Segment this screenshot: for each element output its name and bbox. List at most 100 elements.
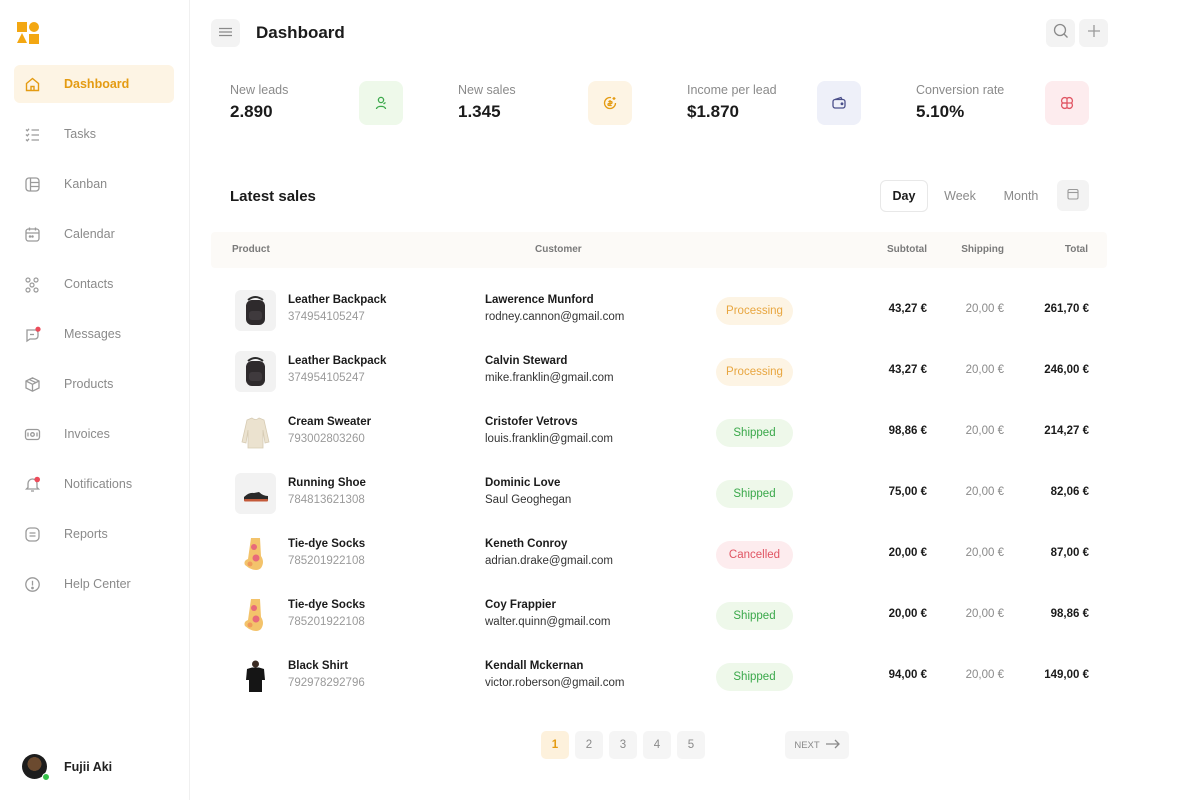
sidebar-item-help-center[interactable]: Help Center (14, 565, 174, 603)
period-tab-month[interactable]: Month (1003, 189, 1039, 203)
sidebar-item-label: Products (64, 377, 114, 391)
status-badge: Processing (716, 358, 793, 386)
search-button[interactable] (1046, 19, 1075, 47)
sidebar-item-reports[interactable]: Reports (14, 515, 174, 553)
user-profile[interactable]: Fujii Aki (22, 754, 113, 781)
total-value: 82,06 € (1050, 486, 1089, 498)
stat-card-conversion-rate: Conversion rate 5.10% (916, 81, 1116, 127)
tasks-icon (24, 126, 41, 143)
subtotal-value: 98,86 € (888, 425, 927, 437)
subtotal-value: 94,00 € (888, 669, 927, 681)
product-name: Tie-dye Socks (288, 538, 366, 550)
total-value: 98,86 € (1050, 608, 1089, 620)
sidebar-item-kanban[interactable]: Kanban (14, 165, 174, 203)
table-header: Product Customer Subtotal Shipping Total (211, 232, 1107, 268)
product-name: Running Shoe (288, 477, 366, 489)
stat-value: 2.890 (230, 102, 273, 121)
report-icon (24, 526, 41, 543)
customer-name: Calvin Steward (485, 355, 568, 367)
wallet-icon (817, 81, 861, 125)
sidebar-item-products[interactable]: Products (14, 365, 174, 403)
subtotal-value: 75,00 € (888, 486, 927, 498)
status-badge: Shipped (716, 602, 793, 630)
product-image (235, 290, 276, 331)
user-name: Fujii Aki (64, 759, 113, 774)
sidebar-item-label: Kanban (64, 177, 108, 191)
kanban-icon (24, 176, 41, 193)
product-image (235, 534, 276, 575)
pagination-page-3[interactable]: 3 (609, 731, 637, 759)
sidebar-item-label: Help Center (64, 577, 131, 591)
shipping-value: 20,00 € (965, 547, 1004, 559)
sidebar-item-calendar[interactable]: Calendar (14, 215, 174, 253)
pagination-page-4[interactable]: 4 (643, 731, 671, 759)
shipping-value: 20,00 € (965, 608, 1004, 620)
product-image (235, 656, 276, 697)
date-picker-button[interactable] (1057, 180, 1089, 211)
customer-contact: louis.franklin@gmail.com (485, 433, 613, 445)
status-badge: Shipped (716, 419, 793, 447)
table-row[interactable]: Leather Backpack 374954105247 Lawerence … (211, 286, 1107, 336)
table-row[interactable]: Leather Backpack 374954105247 Calvin Ste… (211, 347, 1107, 397)
sidebar-item-label: Messages (64, 327, 121, 341)
pagination-page-1[interactable]: 1 (541, 731, 569, 759)
customer-contact: adrian.drake@gmail.com (485, 555, 614, 567)
product-id: 785201922108 (288, 555, 365, 567)
product-image (235, 412, 276, 453)
product-image (235, 473, 276, 514)
add-button[interactable] (1079, 19, 1108, 47)
hamburger-icon (219, 24, 232, 42)
customer-contact: walter.quinn@gmail.com (485, 616, 611, 628)
next-page-button[interactable]: NEXT (785, 731, 849, 759)
sidebar-item-invoices[interactable]: Invoices (14, 415, 174, 453)
subtotal-value: 43,27 € (888, 303, 927, 315)
total-value: 246,00 € (1044, 364, 1089, 376)
pagination-page-2[interactable]: 2 (575, 731, 603, 759)
customer-contact: Saul Geoghegan (485, 494, 572, 506)
customer-name: Keneth Conroy (485, 538, 568, 550)
column-header-shipping: Shipping (961, 244, 1004, 255)
table-row[interactable]: Black Shirt 792978292796 Kendall Mckerna… (211, 652, 1107, 702)
customer-contact: mike.franklin@gmail.com (485, 372, 614, 384)
stat-label: Conversion rate (916, 83, 1005, 97)
app-logo-icon[interactable] (17, 22, 39, 44)
stat-label: New sales (458, 83, 516, 97)
stat-label: New leads (230, 83, 289, 97)
user-icon (359, 81, 403, 125)
pagination-page-5[interactable]: 5 (677, 731, 705, 759)
avatar[interactable] (22, 754, 50, 781)
total-value: 261,70 € (1044, 303, 1089, 315)
stat-value: $1.870 (687, 102, 739, 121)
subtotal-value: 20,00 € (888, 547, 927, 559)
shipping-value: 20,00 € (965, 486, 1004, 498)
period-tab-day[interactable]: Day (880, 180, 928, 212)
sidebar-item-messages[interactable]: Messages (14, 315, 174, 353)
sidebar: Dashboard Tasks Kanban Calendar Contacts (0, 0, 190, 800)
arrow-right-icon (825, 739, 840, 752)
product-id: 785201922108 (288, 616, 365, 628)
shipping-value: 20,00 € (965, 364, 1004, 376)
bell-icon (24, 476, 41, 493)
table-row[interactable]: Tie-dye Socks 785201922108 Keneth Conroy… (211, 530, 1107, 580)
stat-card-new-sales: New sales 1.345 (458, 81, 658, 127)
product-id: 793002803260 (288, 433, 365, 445)
sidebar-item-dashboard[interactable]: Dashboard (14, 65, 174, 103)
sidebar-item-tasks[interactable]: Tasks (14, 115, 174, 153)
sidebar-item-contacts[interactable]: Contacts (14, 265, 174, 303)
table-row[interactable]: Running Shoe 784813621308 Dominic Love S… (211, 469, 1107, 519)
total-value: 214,27 € (1044, 425, 1089, 437)
status-badge: Cancelled (716, 541, 793, 569)
customer-contact: rodney.cannon@gmail.com (485, 311, 625, 323)
sidebar-item-notifications[interactable]: Notifications (14, 465, 174, 503)
table-row[interactable]: Tie-dye Socks 785201922108 Coy Frappier … (211, 591, 1107, 641)
sidebar-item-label: Contacts (64, 277, 114, 291)
column-header-total: Total (1064, 244, 1088, 255)
table-row[interactable]: Cream Sweater 793002803260 Cristofer Vet… (211, 408, 1107, 458)
menu-toggle-button[interactable] (211, 19, 240, 47)
calendar-icon (24, 226, 41, 243)
subtotal-value: 43,27 € (888, 364, 927, 376)
stat-value: 1.345 (458, 102, 501, 121)
stat-label: Income per lead (687, 83, 777, 97)
subtotal-value: 20,00 € (888, 608, 927, 620)
period-tab-week[interactable]: Week (944, 189, 976, 203)
